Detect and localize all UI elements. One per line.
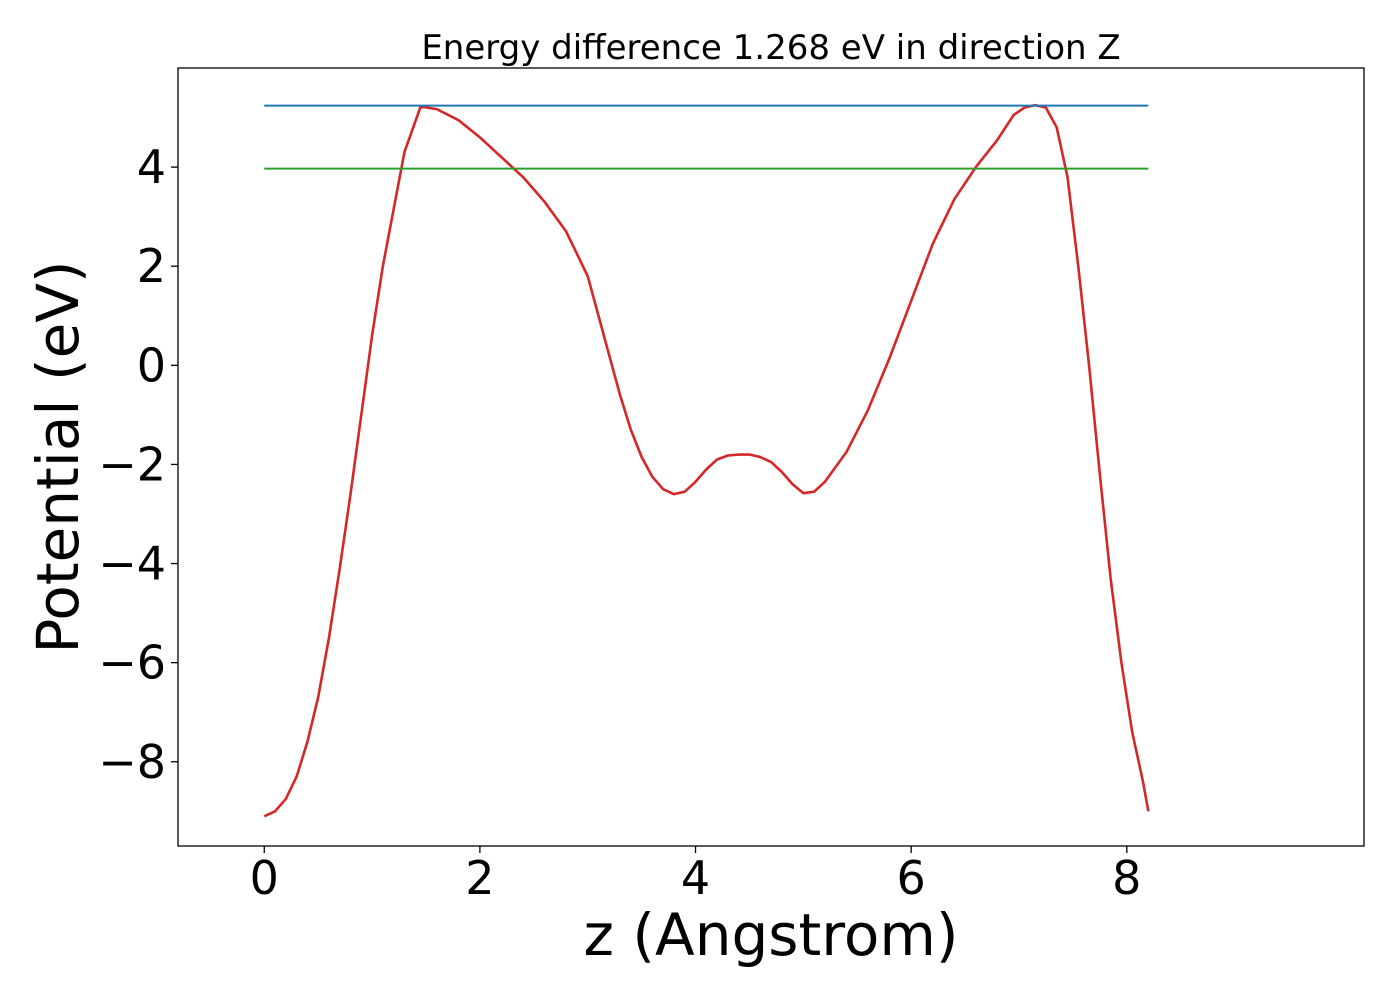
- y-axis-label: Potential (eV): [24, 260, 92, 653]
- y-tick-label: 0: [137, 338, 166, 392]
- y-tick-label: 4: [137, 140, 166, 194]
- chart-title: Energy difference 1.268 eV in direction …: [421, 28, 1120, 68]
- y-tick-label: −4: [98, 537, 166, 591]
- x-tick-label: 2: [465, 851, 494, 905]
- y-tick-label: −6: [98, 636, 166, 690]
- x-axis-label: z (Angstrom): [584, 901, 959, 969]
- y-tick-label: −8: [98, 735, 166, 789]
- y-tick-label: 2: [137, 239, 166, 293]
- series-layer: [263, 103, 1150, 818]
- x-tick-label: 0: [250, 851, 279, 905]
- x-axis-ticks: 0 2 4 6 8: [250, 846, 1141, 905]
- plot-frame: [177, 67, 1365, 847]
- x-tick-label: 8: [1112, 851, 1141, 905]
- x-tick-label: 6: [897, 851, 926, 905]
- y-axis-ticks: −8 −6 −4 −2 0 2 4: [98, 140, 178, 789]
- x-tick-label: 4: [681, 851, 710, 905]
- y-tick-label: −2: [98, 437, 166, 491]
